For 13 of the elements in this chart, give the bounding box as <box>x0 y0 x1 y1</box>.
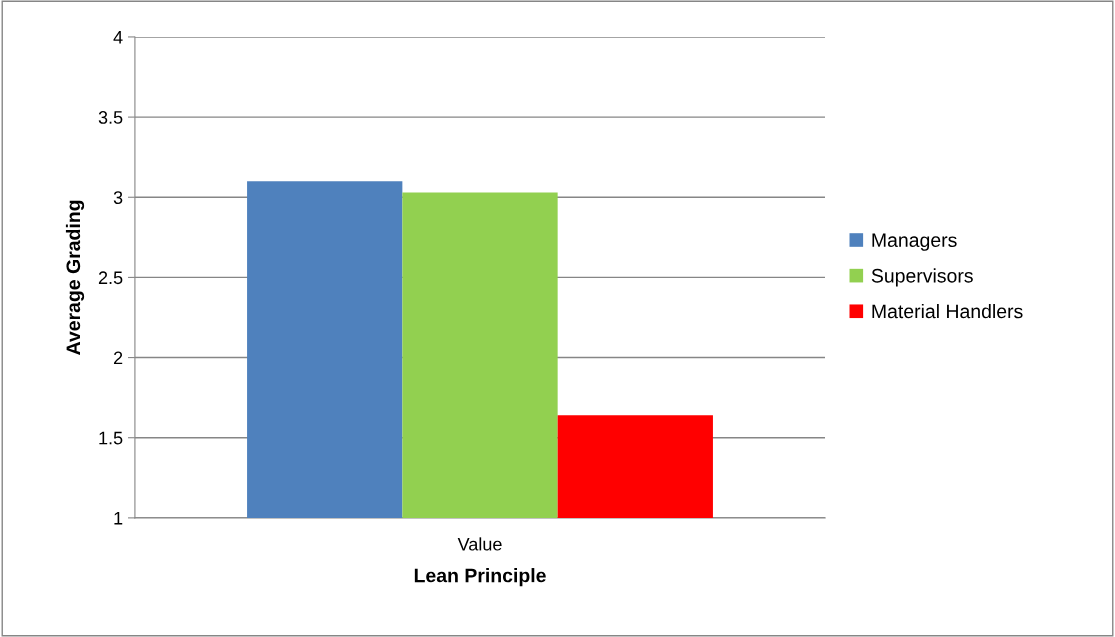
y-tick-label: 4 <box>113 31 123 44</box>
y-tick-label: 3 <box>113 191 123 204</box>
y-tick-label: 1 <box>114 512 123 525</box>
y-tick-label: 1.5 <box>99 431 123 445</box>
legend-label: Material Handlers <box>872 303 1023 319</box>
y-tick-label: 2 <box>113 351 123 365</box>
y-tick-label: 2.5 <box>98 271 123 285</box>
x-tick-label: Value <box>457 537 502 551</box>
legend-label: Managers <box>872 233 957 251</box>
x-axis-title: Lean Principle <box>414 568 546 587</box>
legend-label: Supervisors <box>871 268 973 287</box>
y-tick-label: 3.5 <box>98 111 123 124</box>
y-axis-title: Average Grading <box>65 200 85 355</box>
